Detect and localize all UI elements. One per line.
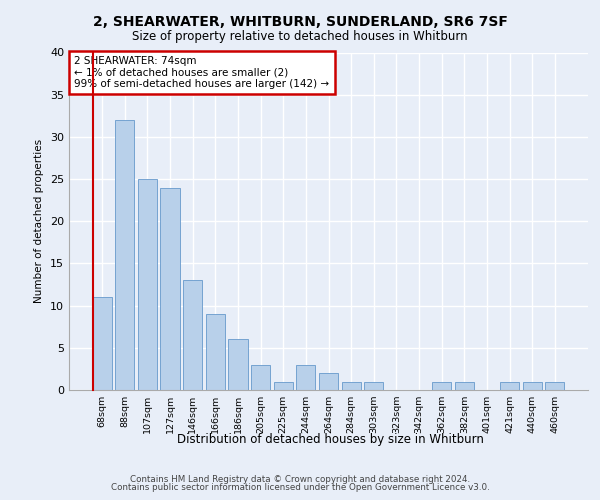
Bar (341, 382, 361, 390)
Text: Size of property relative to detached houses in Whitburn: Size of property relative to detached ho… (132, 30, 468, 43)
Bar (274, 382, 293, 390)
Text: Contains public sector information licensed under the Open Government Licence v3: Contains public sector information licen… (110, 483, 490, 492)
Text: Distribution of detached houses by size in Whitburn: Distribution of detached houses by size … (176, 432, 484, 446)
Bar (183, 280, 202, 390)
Bar (160, 188, 180, 390)
Y-axis label: Number of detached properties: Number of detached properties (34, 139, 44, 304)
Bar (545, 382, 565, 390)
Bar (296, 364, 316, 390)
Bar (319, 373, 338, 390)
Bar (115, 120, 134, 390)
Bar (500, 382, 519, 390)
Text: 2 SHEARWATER: 74sqm
← 1% of detached houses are smaller (2)
99% of semi-detached: 2 SHEARWATER: 74sqm ← 1% of detached hou… (74, 56, 329, 89)
Bar (92, 297, 112, 390)
Bar (251, 364, 270, 390)
Text: 2, SHEARWATER, WHITBURN, SUNDERLAND, SR6 7SF: 2, SHEARWATER, WHITBURN, SUNDERLAND, SR6… (92, 15, 508, 29)
Bar (455, 382, 474, 390)
Bar (523, 382, 542, 390)
Text: Contains HM Land Registry data © Crown copyright and database right 2024.: Contains HM Land Registry data © Crown c… (130, 475, 470, 484)
Bar (364, 382, 383, 390)
Bar (229, 340, 248, 390)
Bar (138, 179, 157, 390)
Bar (432, 382, 451, 390)
Bar (206, 314, 225, 390)
